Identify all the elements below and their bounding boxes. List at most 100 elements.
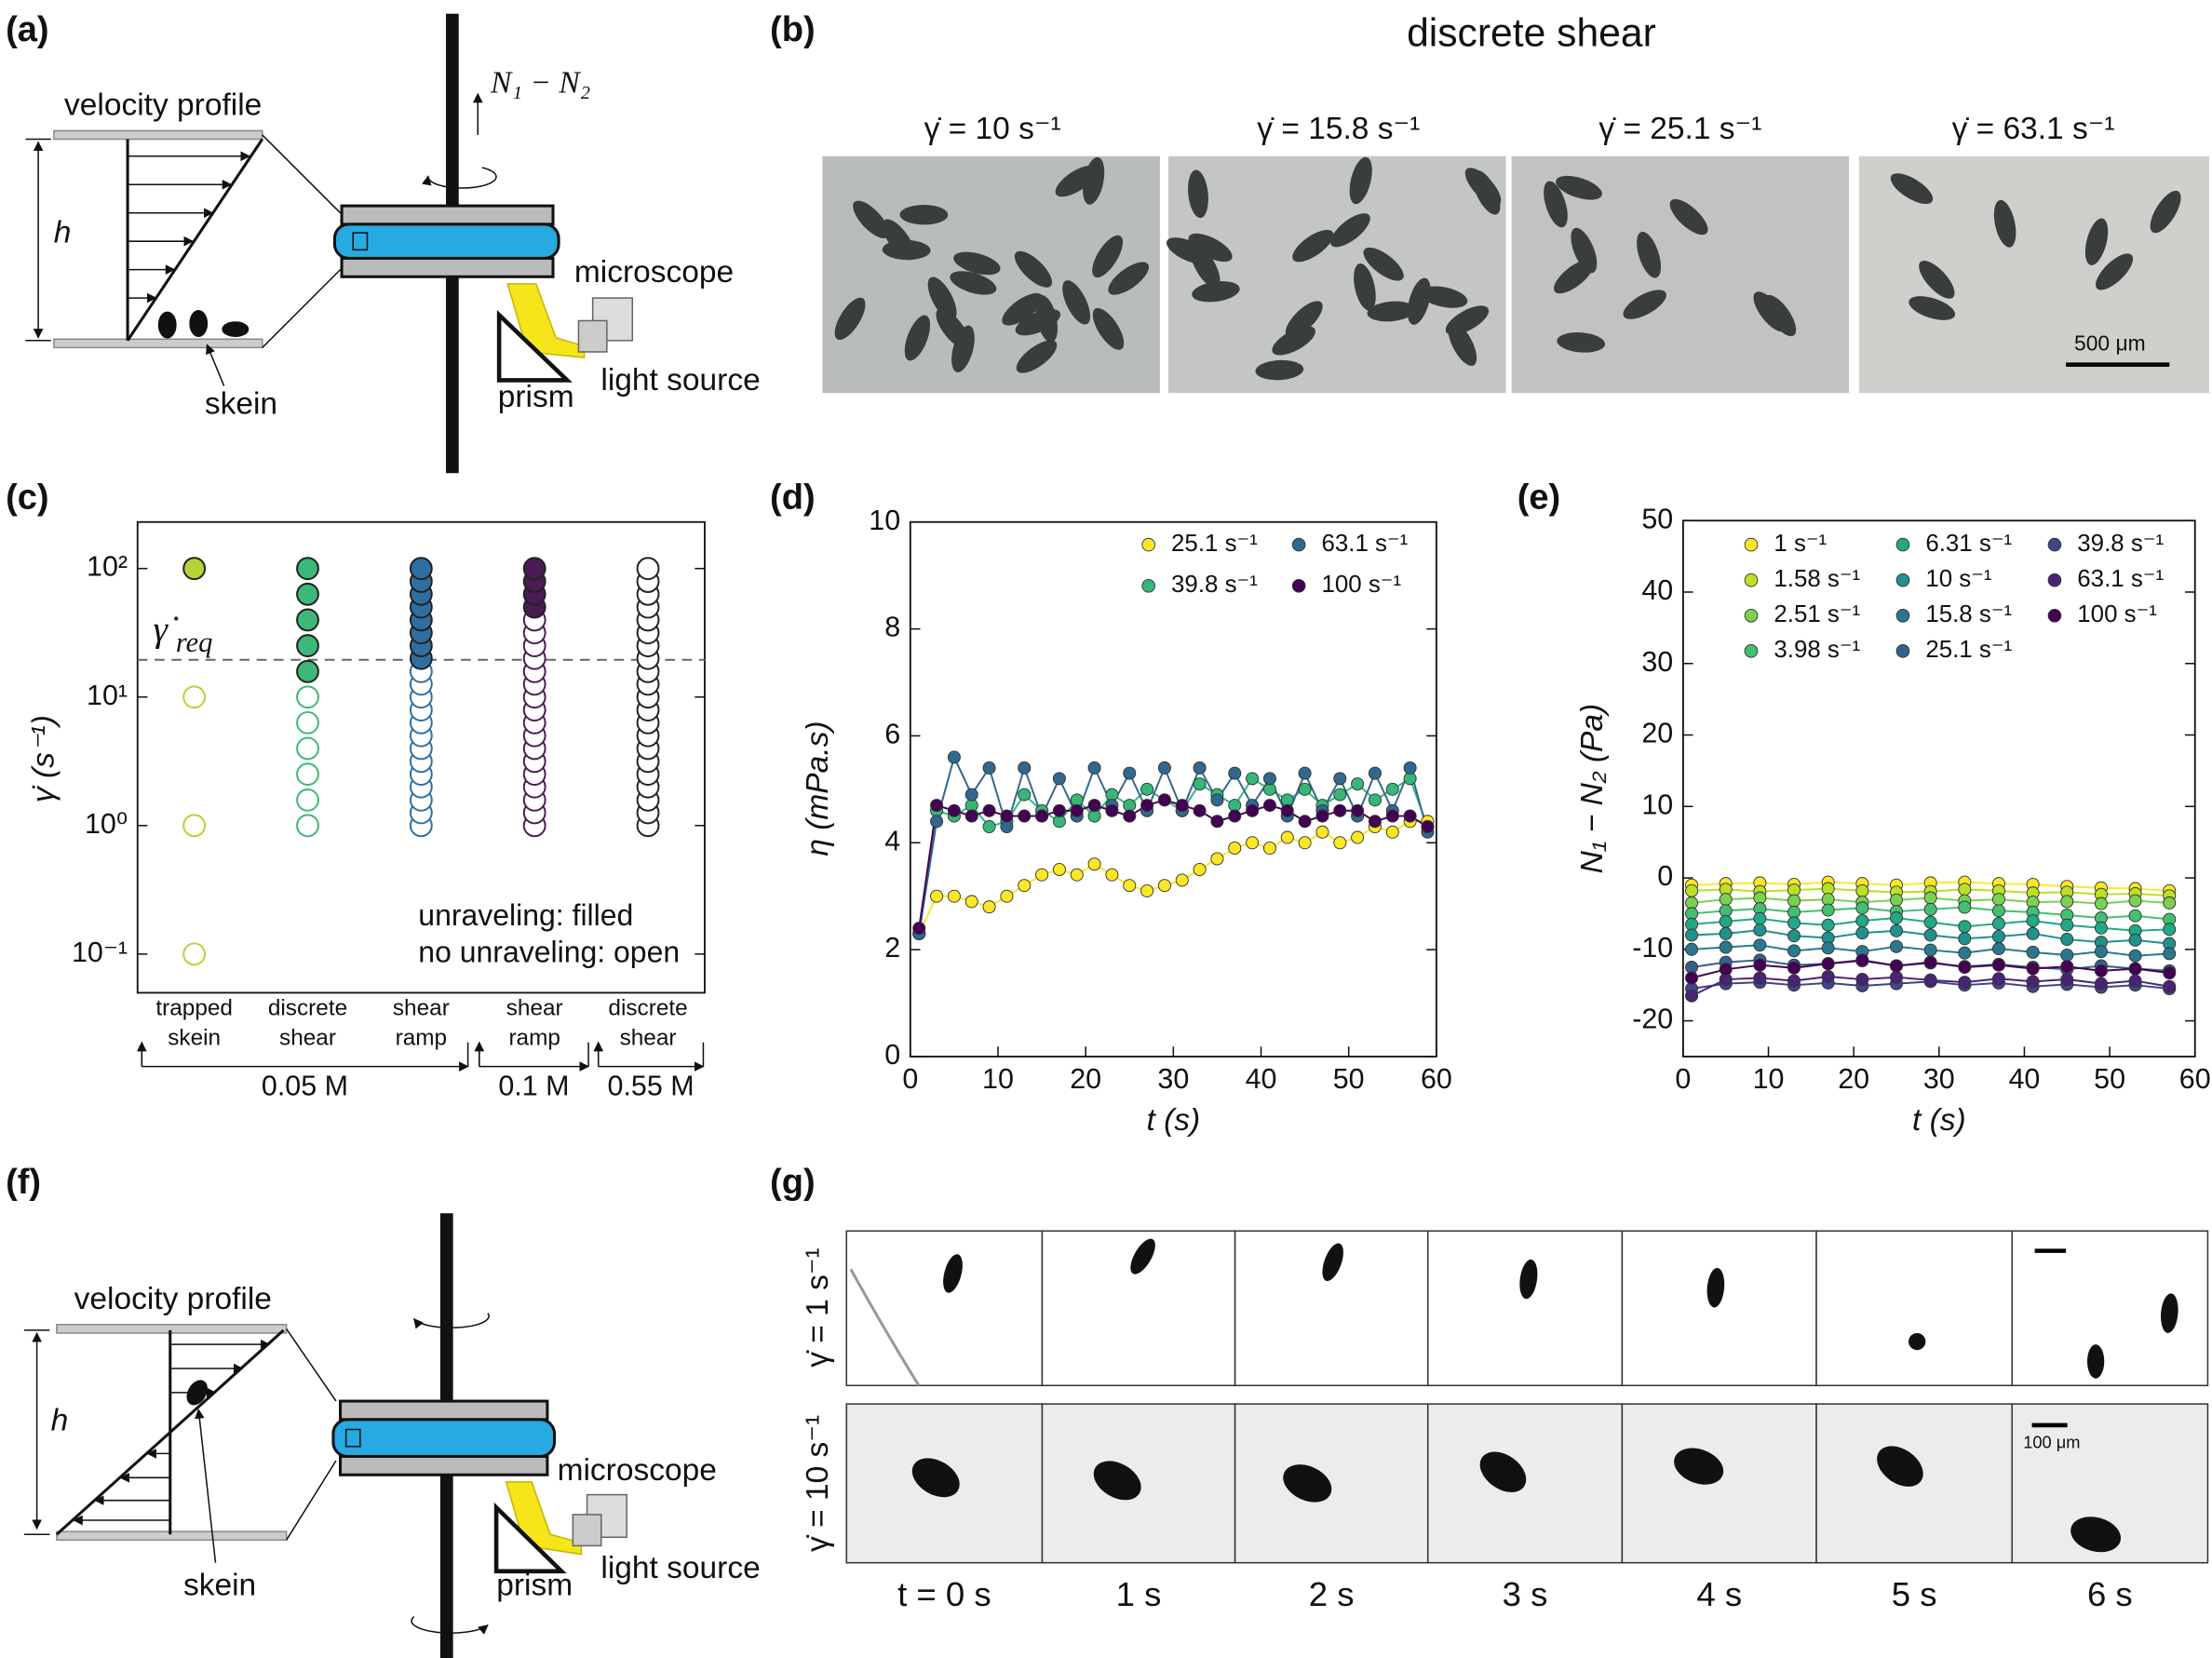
time-label: 2 s [1309,1575,1355,1613]
skein [943,1254,963,1293]
frame [2011,1230,2209,1387]
point [1991,917,2005,931]
frame [1426,1230,1624,1387]
skein [1479,1451,1527,1492]
annotation: no unraveling: open [418,936,680,969]
skein [1092,235,1124,278]
x-tick-label: 30 [1157,1063,1189,1095]
rate-label: γ̇ = 10 s⁻¹ [924,112,1061,146]
point [1385,825,1399,839]
point [1685,942,1699,956]
label: skein [205,387,277,422]
point [947,750,961,764]
point [1889,911,1903,925]
skein [936,308,970,349]
skein [1674,1448,1724,1485]
point [1958,976,1972,990]
skein [1464,168,1502,206]
x-axis-label: t (s) [1147,1103,1201,1138]
point [2026,945,2040,959]
row-label: γ̇ = 10 s⁻¹ [801,1415,835,1552]
point [1991,904,2005,918]
point [1315,825,1329,839]
legend-marker [1895,608,1910,623]
legend-marker [2047,608,2062,623]
skein [1192,281,1240,303]
point [1787,944,1801,958]
x-tick-label: discrete shear [268,996,347,1051]
point [1889,923,1903,937]
point [636,557,660,581]
skein [1108,262,1149,295]
point [522,557,546,581]
label: prism [498,380,574,414]
point [1958,932,1972,946]
point [1923,943,1937,957]
legend-label: 100 s⁻¹ [2077,601,2157,627]
point [1368,793,1382,807]
label: light source [600,1551,760,1585]
legend-label: 2.51 s⁻¹ [1774,601,1860,627]
point [1821,903,1835,917]
point [1228,842,1242,856]
skein [1083,156,1105,205]
point [2026,962,2040,976]
point [1855,973,1869,987]
legend-marker [1744,573,1759,587]
skein [1292,229,1334,263]
point [2163,923,2177,937]
point [1052,862,1066,876]
panel-label: (a) [6,10,49,49]
point [1991,893,2005,907]
time-label: 6 s [2087,1575,2133,1613]
point [1821,957,1835,971]
point [1018,879,1032,893]
skein [950,271,997,295]
skein [1330,213,1370,248]
x-tick-label: shear ramp [506,996,563,1051]
x-tick-label: 0 [1675,1063,1691,1095]
skein [1349,156,1372,205]
time-label: 5 s [1892,1575,1937,1613]
skein [1763,294,1797,337]
skein [1002,292,1044,326]
point [2094,945,2108,959]
y-tick-label: 0 [1657,860,1673,892]
point [2060,933,2074,947]
x-tick-label: 40 [1246,1063,1277,1095]
x-tick-label: 60 [2179,1063,2211,1095]
row-label: γ̇ = 1 s⁻¹ [801,1247,835,1367]
skein [1255,359,1304,381]
point [1685,883,1699,897]
point [1298,815,1312,829]
legend-label: 39.8 s⁻¹ [2077,531,2164,557]
point [2094,896,2108,910]
point [1157,761,1171,775]
legend-label: 63.1 s⁻¹ [1322,531,1409,557]
point [182,557,207,581]
y-tick-label: 40 [1641,574,1673,606]
point [1421,820,1435,834]
label: velocity profile [74,1282,272,1316]
legend-marker [1744,644,1759,658]
rate-label: γ̇ = 63.1 s⁻¹ [1952,112,2115,146]
point [2094,977,2108,991]
point [296,736,319,761]
legend-marker [2047,537,2062,552]
point [1991,929,2005,943]
point [1855,914,1869,928]
frame [845,1230,1044,1387]
point [1787,894,1801,908]
point [296,557,319,581]
point [182,685,207,709]
point [1262,772,1276,786]
point [930,815,944,829]
skein [1062,280,1091,325]
point [1351,803,1365,817]
diagram-a [25,13,634,474]
point [296,634,319,657]
point [1193,803,1207,817]
point [1753,958,1767,972]
skein [1016,340,1058,373]
label: h [54,215,72,249]
